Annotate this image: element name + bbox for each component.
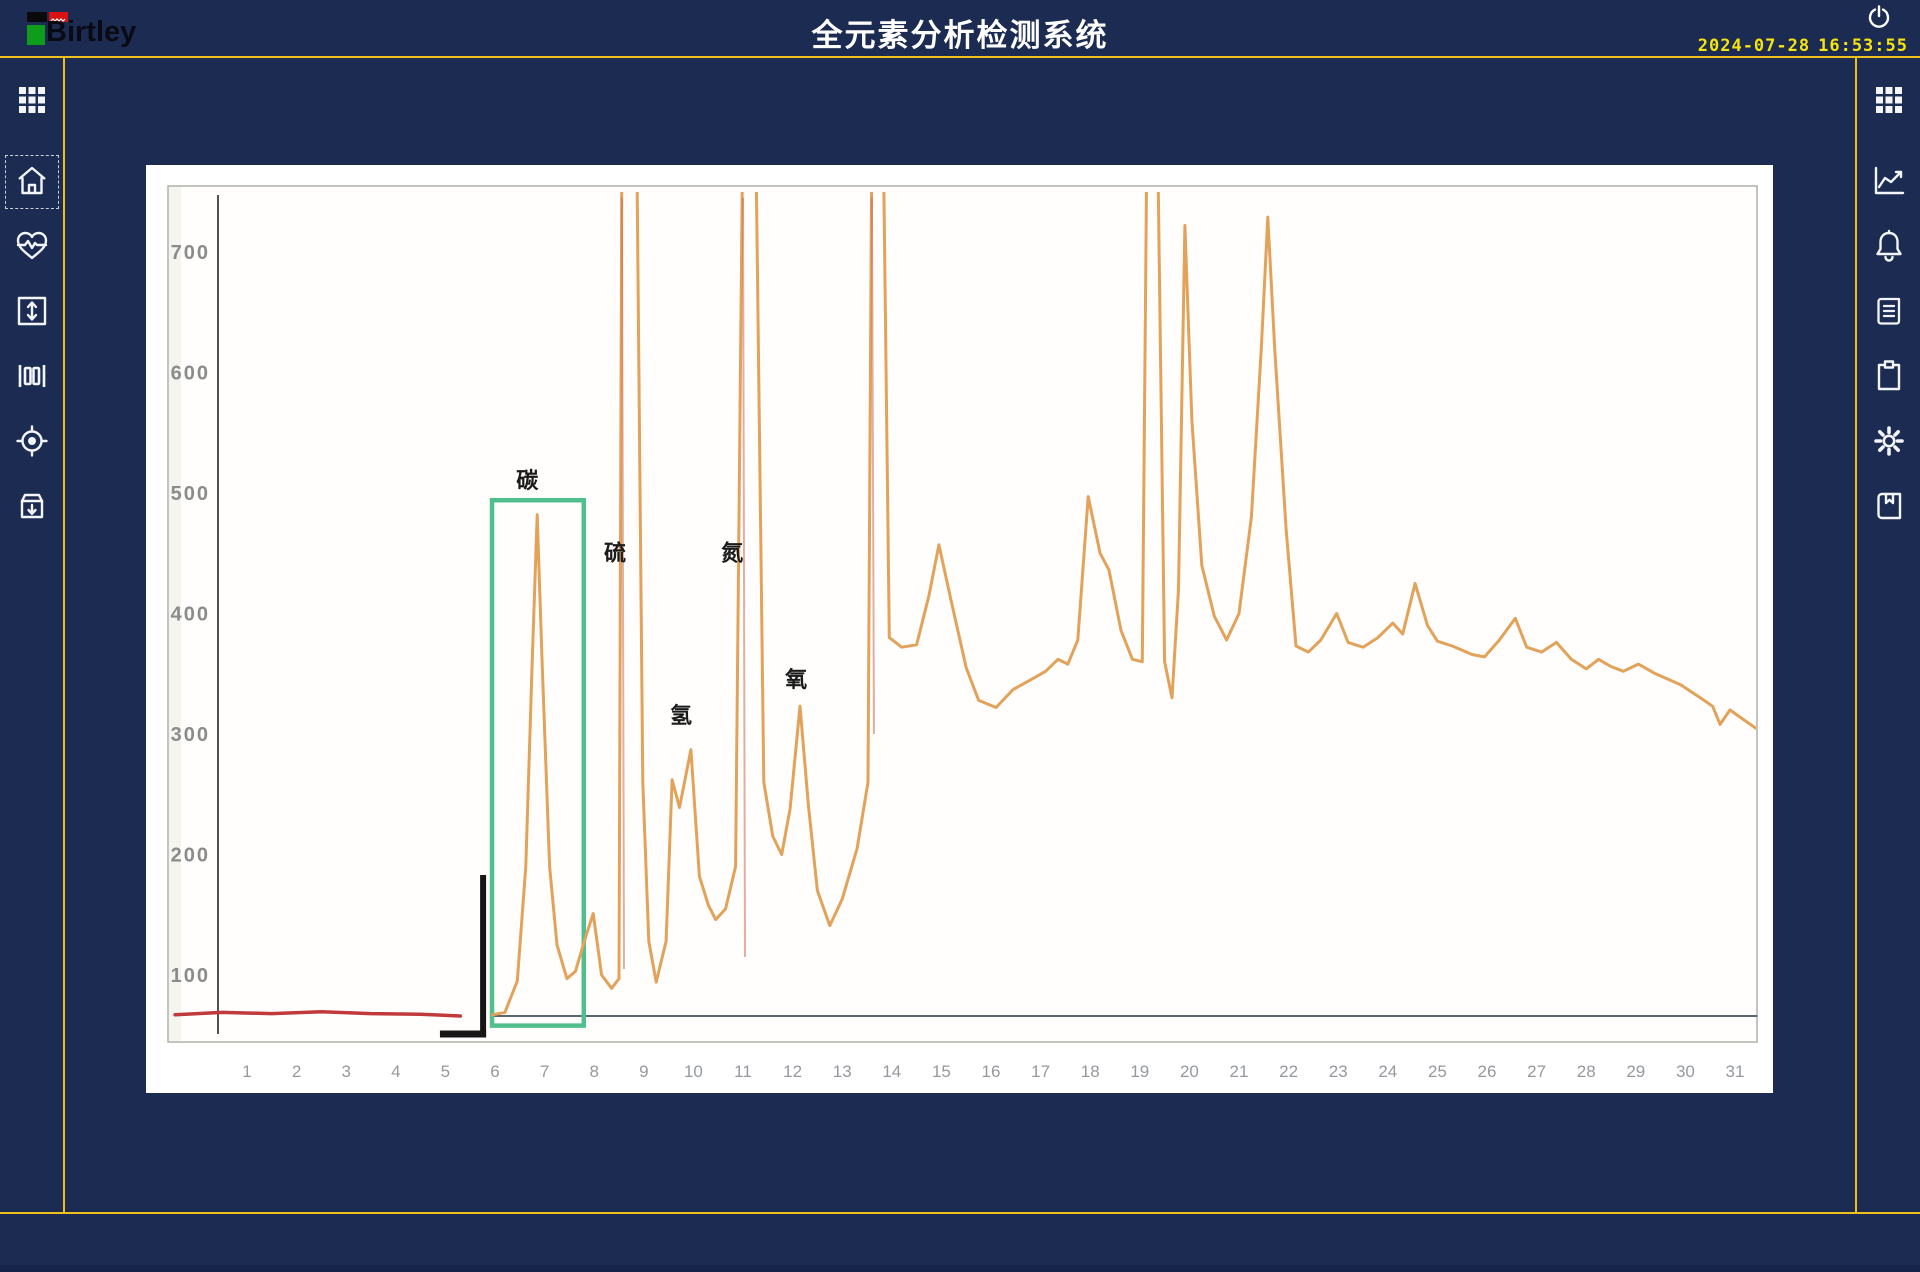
power-icon[interactable] bbox=[1866, 4, 1892, 30]
x-tick-label: 25 bbox=[1428, 1062, 1447, 1081]
logbook-icon[interactable] bbox=[1870, 487, 1908, 525]
y-tick-label: 300 bbox=[171, 724, 210, 746]
x-tick-label: 2 bbox=[292, 1062, 301, 1081]
peak-label-氮: 氮 bbox=[721, 540, 743, 565]
x-tick-label: 1 bbox=[242, 1062, 251, 1081]
trace-artifact-line bbox=[870, 197, 875, 735]
trace-artifact-line bbox=[742, 197, 746, 957]
y-tick-label: 700 bbox=[171, 242, 210, 264]
x-tick-label: 22 bbox=[1279, 1062, 1298, 1081]
time-text: 16:53:55 bbox=[1818, 36, 1908, 56]
report-document-icon[interactable] bbox=[1870, 292, 1908, 330]
left-sidebar-divider bbox=[63, 57, 65, 1213]
target-locate-icon[interactable] bbox=[13, 422, 51, 460]
x-tick-label: 20 bbox=[1180, 1062, 1199, 1081]
settings-gear-icon[interactable] bbox=[1870, 422, 1908, 460]
x-tick-label: 28 bbox=[1577, 1062, 1596, 1081]
x-tick-label: 18 bbox=[1081, 1062, 1100, 1081]
x-tick-label: 30 bbox=[1676, 1062, 1695, 1081]
x-tick-label: 27 bbox=[1527, 1062, 1546, 1081]
page-title: 全元素分析检测系统 bbox=[811, 18, 1109, 53]
y-tick-label: 100 bbox=[171, 965, 210, 987]
x-tick-label: 23 bbox=[1329, 1062, 1348, 1081]
x-tick-label: 6 bbox=[490, 1062, 499, 1081]
home-icon[interactable] bbox=[13, 162, 51, 200]
right-sidebar bbox=[1857, 57, 1920, 1212]
x-tick-label: 10 bbox=[684, 1062, 703, 1081]
detector-signal-trace bbox=[491, 192, 1756, 1017]
health-monitor-icon[interactable] bbox=[13, 227, 51, 265]
logo-green-square bbox=[27, 25, 45, 45]
y-tick-label: 500 bbox=[171, 483, 210, 505]
x-tick-label: 13 bbox=[833, 1062, 852, 1081]
peak-label-碳: 碳 bbox=[516, 468, 539, 493]
datetime-display: 2024-07-28 16:53:55 bbox=[1690, 36, 1908, 56]
header-bar: Birtley 全元素分析检测系统 2024-07-28 16:53:55 bbox=[0, 0, 1920, 57]
scan-edge-shade bbox=[169, 187, 181, 1041]
header-divider bbox=[0, 56, 1920, 58]
left-sidebar bbox=[0, 57, 63, 1212]
right-sidebar-divider bbox=[1855, 57, 1857, 1213]
apps-grid-icon[interactable] bbox=[1870, 81, 1908, 119]
apps-grid-icon[interactable] bbox=[13, 81, 51, 119]
logo-wave-icon bbox=[50, 18, 66, 22]
logo-black-square bbox=[27, 12, 47, 22]
clipboard-icon[interactable] bbox=[1870, 357, 1908, 395]
logo-red-square bbox=[49, 12, 68, 22]
archive-import-icon[interactable] bbox=[13, 487, 51, 525]
x-tick-label: 26 bbox=[1478, 1062, 1497, 1081]
peak-label-硫: 硫 bbox=[604, 540, 626, 565]
x-tick-label: 17 bbox=[1031, 1062, 1050, 1081]
x-tick-label: 29 bbox=[1626, 1062, 1645, 1081]
y-tick-label: 400 bbox=[171, 604, 210, 626]
x-tick-label: 4 bbox=[391, 1062, 400, 1081]
x-tick-label: 16 bbox=[982, 1062, 1001, 1081]
x-tick-label: 14 bbox=[882, 1062, 901, 1081]
logo-text: Birtley bbox=[46, 16, 137, 48]
x-tick-label: 3 bbox=[341, 1062, 350, 1081]
x-tick-label: 31 bbox=[1726, 1062, 1745, 1081]
x-tick-label: 15 bbox=[932, 1062, 951, 1081]
trend-chart-icon[interactable] bbox=[1870, 162, 1908, 200]
x-tick-label: 5 bbox=[441, 1062, 450, 1081]
peak-label-氢: 氢 bbox=[670, 703, 692, 728]
x-tick-label: 11 bbox=[734, 1062, 752, 1081]
date-text: 2024-07-28 bbox=[1697, 36, 1811, 56]
bottom-strip bbox=[0, 1265, 1920, 1272]
peak-label-氧: 氧 bbox=[784, 667, 807, 692]
chromatogram-panel: 700 600 500 400 300 200 100 1 2 3 4 5 6 7 8 9 10 11 12 13 14… bbox=[146, 165, 1773, 1093]
scan-frame bbox=[167, 185, 1758, 1043]
x-tick-label: 21 bbox=[1230, 1062, 1249, 1081]
x-tick-label: 12 bbox=[783, 1062, 802, 1081]
x-tick-label: 9 bbox=[639, 1062, 648, 1081]
carbon-highlight-box bbox=[489, 497, 587, 1028]
x-tick-label: 8 bbox=[589, 1062, 598, 1081]
brand-logo: Birtley bbox=[24, 8, 184, 52]
column-gauge-icon[interactable] bbox=[13, 357, 51, 395]
baseline-red bbox=[173, 1010, 463, 1018]
y-tick-label: 200 bbox=[171, 845, 210, 867]
x-tick-label: 19 bbox=[1130, 1062, 1149, 1081]
footer-divider bbox=[0, 1212, 1920, 1214]
y-tick-label: 600 bbox=[171, 363, 210, 385]
trace-artifact-line bbox=[620, 197, 625, 969]
x-tick-label: 24 bbox=[1378, 1062, 1397, 1081]
vertical-range-icon[interactable] bbox=[13, 292, 51, 330]
home-focus-outline bbox=[4, 155, 59, 209]
x-tick-label: 7 bbox=[540, 1062, 549, 1081]
notifications-bell-icon[interactable] bbox=[1870, 227, 1908, 265]
